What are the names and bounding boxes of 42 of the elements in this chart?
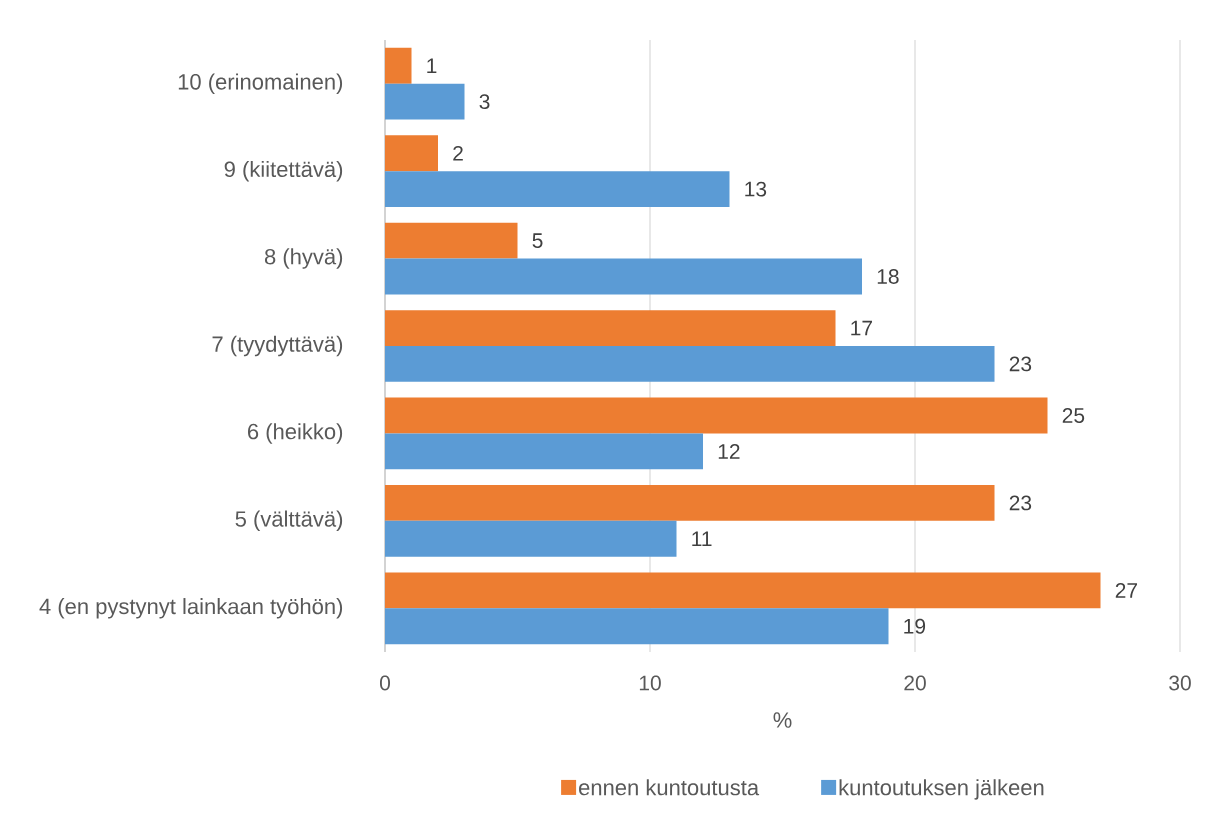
x-axis-title: % [773, 712, 792, 728]
y-tick-label: 8 (hyvä) [264, 248, 343, 269]
legend-label: ennen kuntoutusta [579, 779, 760, 796]
bar [385, 135, 438, 172]
data-label: 17 [851, 320, 873, 336]
y-tick-label: 5 (välttävä) [235, 510, 343, 532]
data-label: 13 [745, 181, 767, 197]
data-label: 5 [532, 233, 543, 248]
x-tick-label: 20 [904, 675, 926, 691]
bar [385, 171, 730, 207]
bar [385, 47, 412, 84]
data-label: 23 [1009, 356, 1032, 372]
y-tick-label: 10 (erinomainen) [178, 73, 343, 94]
y-tick-label: 4 (en pystynyt lainkaan työhön) [39, 598, 343, 619]
x-tick-label: 30 [1169, 675, 1191, 691]
data-label: 12 [718, 444, 740, 459]
data-label: 2 [453, 145, 463, 161]
data-label: 19 [904, 618, 926, 634]
data-label: 18 [877, 269, 899, 284]
y-tick-label: 9 (kiitettävä) [224, 160, 343, 182]
bar [385, 258, 862, 295]
bar [385, 572, 1101, 609]
data-label: 11 [692, 531, 712, 547]
data-label: 27 [1115, 583, 1138, 598]
bar [385, 83, 465, 120]
bar [385, 520, 677, 557]
bar [385, 397, 1048, 434]
data-label: 3 [479, 94, 490, 110]
bar [385, 222, 518, 259]
data-label: 1 [427, 58, 437, 74]
data-label: 25 [1062, 408, 1085, 423]
y-tick-label: 7 (tyydyttävä) [212, 335, 343, 357]
bar [385, 346, 995, 382]
data-label: 23 [1009, 495, 1032, 511]
bar [385, 433, 703, 470]
bar [385, 608, 889, 645]
bar [385, 310, 836, 346]
bar [385, 485, 995, 521]
y-tick-label: 6 (heikko) [248, 423, 343, 444]
legend-label: kuntoutuksen jälkeen [839, 779, 1044, 800]
x-tick-label: 10 [639, 675, 661, 691]
x-tick-label: 0 [379, 675, 391, 691]
